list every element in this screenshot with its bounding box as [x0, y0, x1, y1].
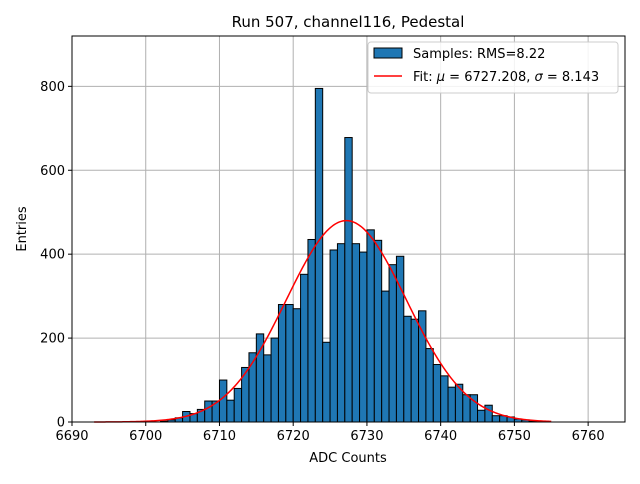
- x-tick-label: 6720: [277, 429, 310, 444]
- histogram-bar: [344, 137, 353, 423]
- legend-samples-label: Samples: RMS=8.22: [413, 47, 545, 62]
- histogram-bar: [425, 348, 434, 423]
- x-tick-label: 6730: [350, 429, 383, 444]
- x-axis-ticks: 6690 6700 6710 6720 6730 6740 6750 6760: [55, 422, 605, 444]
- y-tick-label: 400: [40, 248, 65, 263]
- histogram-bar: [329, 249, 338, 423]
- histogram-bar: [285, 304, 294, 423]
- histogram-bar: [263, 354, 272, 423]
- legend-fit-sigma-symbol: σ: [535, 70, 544, 85]
- histogram-bars: [159, 87, 538, 423]
- x-tick-label: 6710: [203, 429, 236, 444]
- x-tick-label: 6750: [498, 429, 531, 444]
- legend-fit-label: Fit: μ = 6727.208, σ = 8.143: [413, 70, 599, 85]
- histogram-bar: [432, 364, 442, 423]
- histogram-bar: [204, 400, 213, 423]
- fit-curve: [94, 219, 552, 423]
- x-tick-label: 6760: [572, 429, 605, 444]
- histogram-bar: [381, 290, 390, 423]
- histogram-bar: [226, 399, 235, 423]
- histogram-bar: [307, 238, 316, 423]
- legend-samples-swatch: [373, 47, 403, 59]
- y-tick-label: 800: [40, 80, 65, 95]
- legend-fit-sigma-value: = 8.143: [543, 70, 599, 85]
- histogram-bar: [447, 386, 456, 423]
- histogram-bar: [388, 264, 397, 423]
- histogram-bar: [477, 409, 486, 423]
- histogram-bar: [270, 337, 279, 423]
- histogram-bar: [359, 251, 368, 423]
- plot-frame: [71, 35, 626, 423]
- histogram-bar: [462, 394, 471, 423]
- histogram-bar: [292, 308, 302, 423]
- x-tick-label: 6690: [55, 429, 88, 444]
- legend-box: [367, 41, 619, 94]
- histogram-bar: [373, 239, 383, 423]
- histogram-bar: [336, 243, 346, 423]
- y-axis-ticks: 0 200 400 600 800: [40, 80, 72, 431]
- x-tick-label: 6740: [424, 429, 457, 444]
- legend-fit-mu-symbol: μ: [436, 70, 445, 85]
- legend-fit-prefix: Fit:: [413, 70, 437, 85]
- histogram-bar: [366, 229, 375, 423]
- histogram-bar: [314, 87, 324, 423]
- histogram-bar: [351, 243, 361, 423]
- legend-fit-mu-value: = 6727.208,: [445, 70, 534, 85]
- histogram-bar: [322, 341, 331, 423]
- histogram-bar: [491, 415, 501, 423]
- x-tick-label: 6700: [129, 429, 162, 444]
- chart-title: Run 507, channel116, Pedestal: [232, 13, 465, 31]
- y-axis-label: Entries: [15, 206, 30, 252]
- histogram-bar: [440, 375, 449, 423]
- y-tick-label: 200: [40, 332, 65, 347]
- histogram-bar: [403, 315, 412, 423]
- histogram-bar: [233, 387, 243, 423]
- histogram-bar: [410, 318, 420, 423]
- y-tick-label: 600: [40, 164, 65, 179]
- y-tick-label: 0: [57, 416, 65, 431]
- histogram-bar: [218, 379, 228, 423]
- legend: Samples: RMS=8.22 Fit: μ = 6727.208, σ =…: [367, 41, 619, 94]
- histogram-bar: [277, 304, 287, 423]
- x-axis-label: ADC Counts: [309, 451, 387, 466]
- histogram-bar: [300, 273, 309, 423]
